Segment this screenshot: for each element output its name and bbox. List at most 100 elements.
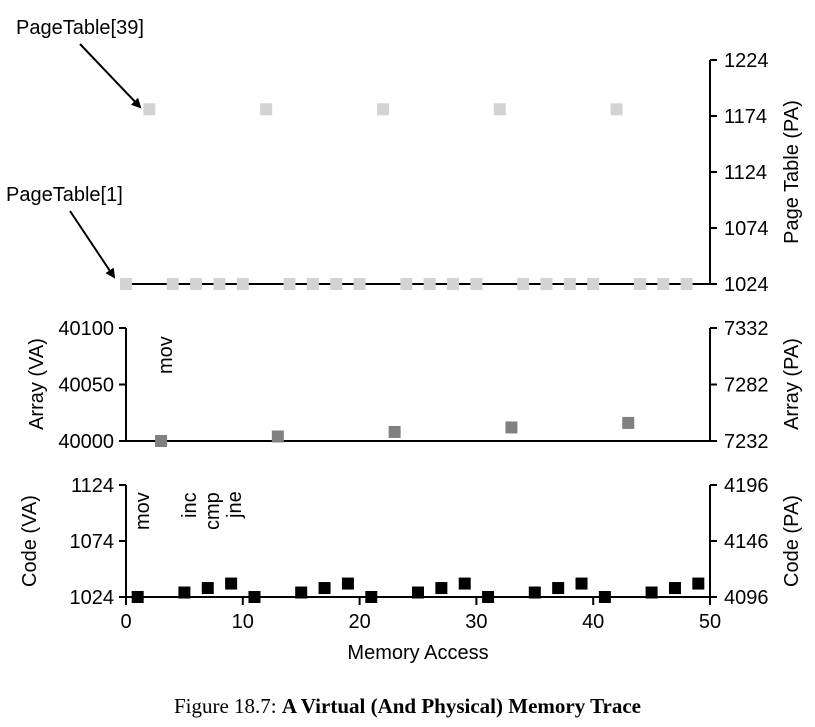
code-point bbox=[692, 577, 705, 590]
y-tick-label: 1174 bbox=[724, 106, 767, 128]
code-right-ticks: 4096 4146 4196 bbox=[710, 475, 769, 609]
page-table-point bbox=[540, 278, 553, 290]
figure-caption: Figure 18.7: A Virtual (And Physical) Me… bbox=[0, 694, 815, 719]
page-table-point bbox=[260, 103, 273, 116]
page-table-point bbox=[190, 278, 203, 290]
x-tick-label: 30 bbox=[465, 611, 487, 633]
array-left-axis-label: Array (VA) bbox=[26, 338, 48, 430]
array-right-ticks: 7232 7282 7332 bbox=[710, 318, 769, 453]
code-point bbox=[528, 586, 541, 599]
array-point bbox=[155, 435, 168, 447]
y-tick-label: 1124 bbox=[724, 162, 767, 184]
page-table-point bbox=[563, 278, 576, 290]
annotation-code-jne: jne bbox=[224, 491, 246, 519]
page-table-panel: 1024 1074 1124 1174 1224 Page Table (PA) Pag… bbox=[6, 17, 803, 296]
annotation-code-cmp: cmp bbox=[202, 492, 224, 530]
x-tick-label: 0 bbox=[120, 611, 131, 633]
array-point bbox=[622, 416, 635, 429]
y-tick-label: 40100 bbox=[58, 318, 114, 340]
page-table-point bbox=[143, 103, 156, 116]
annotation-pagetable-39: PageTable[39] bbox=[16, 17, 144, 39]
code-point bbox=[412, 586, 424, 599]
y-tick-label: 4146 bbox=[724, 531, 769, 553]
page-table-point bbox=[423, 278, 436, 290]
code-point bbox=[248, 591, 261, 603]
array-points bbox=[155, 416, 635, 447]
page-table-points bbox=[120, 103, 693, 290]
page-table-point bbox=[610, 103, 623, 116]
y-tick-label: 4096 bbox=[724, 587, 769, 609]
y-tick-label: 4196 bbox=[724, 475, 769, 497]
code-panel: 1024 1074 1124 4096 4146 4196 0 10 20 30 40 50 Co… bbox=[19, 475, 803, 664]
y-tick-label: 1074 bbox=[724, 218, 769, 240]
page-table-point bbox=[330, 278, 343, 290]
code-point bbox=[178, 586, 191, 599]
page-table-point bbox=[283, 278, 296, 290]
code-left-axis-label: Code (VA) bbox=[19, 495, 41, 587]
y-tick-label: 1224 bbox=[724, 50, 769, 72]
code-point bbox=[365, 591, 378, 603]
x-tick-label: 20 bbox=[348, 611, 370, 633]
page-table-point bbox=[657, 278, 670, 290]
y-tick-label: 7282 bbox=[724, 375, 769, 397]
page-table-point bbox=[470, 278, 483, 290]
page-table-point bbox=[517, 278, 530, 290]
annotation-arrow-pagetable-1 bbox=[69, 210, 116, 279]
code-point bbox=[225, 577, 238, 590]
annotation-code-inc: inc bbox=[179, 492, 201, 518]
code-point bbox=[645, 586, 658, 599]
code-left-ticks: 1024 1074 1124 bbox=[70, 475, 126, 609]
caption-title: A Virtual (And Physical) Memory Trace bbox=[281, 694, 641, 718]
x-axis-label: Memory Access bbox=[347, 642, 488, 664]
page-table-point bbox=[120, 278, 132, 290]
array-point bbox=[388, 425, 401, 438]
array-right-axis-label: Array (PA) bbox=[781, 338, 803, 430]
code-point bbox=[552, 582, 565, 595]
x-tick-label: 10 bbox=[232, 611, 254, 633]
x-tick-label: 40 bbox=[582, 611, 604, 633]
code-point bbox=[435, 582, 448, 595]
array-point bbox=[271, 430, 284, 443]
code-points bbox=[131, 577, 705, 603]
page-table-point bbox=[680, 278, 693, 290]
page-table-right-axis-label: Page Table (PA) bbox=[781, 100, 803, 244]
page-table-point bbox=[376, 103, 389, 116]
page-table-point bbox=[236, 278, 249, 290]
y-tick-label: 1024 bbox=[724, 274, 769, 296]
y-tick-label: 40000 bbox=[58, 431, 114, 453]
page-table-point bbox=[353, 278, 366, 290]
annotation-array-mov: mov bbox=[155, 336, 177, 374]
code-point bbox=[458, 577, 471, 590]
annotation-pagetable-1: PageTable[1] bbox=[6, 184, 123, 206]
array-left-ticks: 40000 40050 40100 bbox=[58, 318, 126, 453]
page-table-point bbox=[633, 278, 646, 290]
code-point bbox=[668, 582, 681, 595]
x-tick-label: 50 bbox=[699, 611, 721, 633]
code-point bbox=[482, 591, 495, 603]
y-tick-label: 40050 bbox=[58, 375, 114, 397]
code-point bbox=[341, 577, 354, 590]
page-table-point bbox=[306, 278, 319, 290]
y-tick-label: 7332 bbox=[724, 318, 769, 340]
code-point bbox=[318, 582, 331, 595]
code-right-axis-label: Code (PA) bbox=[781, 495, 803, 587]
page-table-point bbox=[493, 103, 506, 116]
y-tick-label: 1024 bbox=[70, 587, 115, 609]
page-table-point bbox=[166, 278, 179, 290]
page-table-point bbox=[447, 278, 460, 290]
page-table-point bbox=[213, 278, 226, 290]
annotation-code-mov: mov bbox=[132, 492, 154, 530]
y-tick-label: 7232 bbox=[724, 431, 769, 453]
code-point bbox=[575, 577, 588, 590]
code-point bbox=[295, 586, 308, 599]
code-x-ticks: 0 10 20 30 40 50 bbox=[120, 597, 721, 633]
code-point bbox=[598, 591, 611, 603]
code-point bbox=[201, 582, 214, 595]
y-tick-label: 1124 bbox=[71, 475, 114, 497]
annotation-arrow-pagetable-39 bbox=[79, 43, 142, 109]
caption-label: Figure 18.7: bbox=[173, 694, 277, 718]
page-table-point bbox=[400, 278, 413, 290]
y-tick-label: 1074 bbox=[70, 531, 115, 553]
